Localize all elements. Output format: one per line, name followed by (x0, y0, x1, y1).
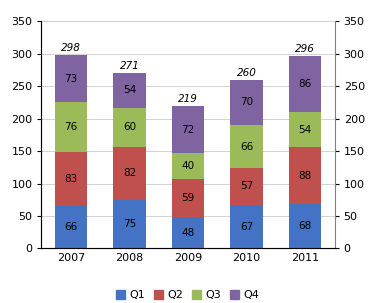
Bar (113, 200, 146, 248)
Text: 88: 88 (299, 171, 312, 181)
Bar (289, 204, 321, 248)
Text: 271: 271 (120, 61, 139, 71)
Bar (230, 205, 263, 248)
Text: 57: 57 (240, 181, 253, 191)
Bar (55, 152, 87, 206)
Bar (55, 102, 87, 152)
Bar (289, 112, 321, 147)
Text: 298: 298 (61, 43, 81, 53)
Text: 66: 66 (240, 142, 253, 152)
Text: 48: 48 (181, 228, 195, 238)
Bar (113, 108, 146, 147)
Bar (113, 72, 146, 108)
Text: 83: 83 (64, 174, 77, 184)
Bar (172, 153, 204, 179)
Text: 72: 72 (181, 125, 195, 135)
Text: 67: 67 (240, 222, 253, 232)
Bar (230, 80, 263, 125)
Bar (230, 125, 263, 168)
Text: 82: 82 (123, 168, 136, 178)
Text: 75: 75 (123, 219, 136, 229)
Text: 70: 70 (240, 97, 253, 107)
Text: 76: 76 (64, 122, 77, 132)
Text: 59: 59 (181, 193, 195, 203)
Text: 54: 54 (299, 125, 312, 135)
Bar (172, 217, 204, 248)
Text: 60: 60 (123, 122, 136, 132)
Text: 219: 219 (178, 94, 198, 104)
Text: 68: 68 (299, 221, 312, 231)
Bar (172, 179, 204, 217)
Bar (230, 168, 263, 205)
Text: 54: 54 (123, 85, 136, 95)
Text: 260: 260 (237, 68, 256, 78)
Legend: Q1, Q2, Q3, Q4: Q1, Q2, Q3, Q4 (112, 286, 264, 303)
Bar (113, 147, 146, 200)
Text: 66: 66 (64, 222, 77, 232)
Text: 73: 73 (64, 74, 77, 84)
Bar (55, 206, 87, 248)
Text: 86: 86 (299, 79, 312, 89)
Text: 296: 296 (295, 44, 315, 54)
Text: 40: 40 (182, 161, 194, 171)
Bar (172, 106, 204, 153)
Bar (289, 147, 321, 204)
Bar (289, 56, 321, 112)
Bar (55, 55, 87, 102)
